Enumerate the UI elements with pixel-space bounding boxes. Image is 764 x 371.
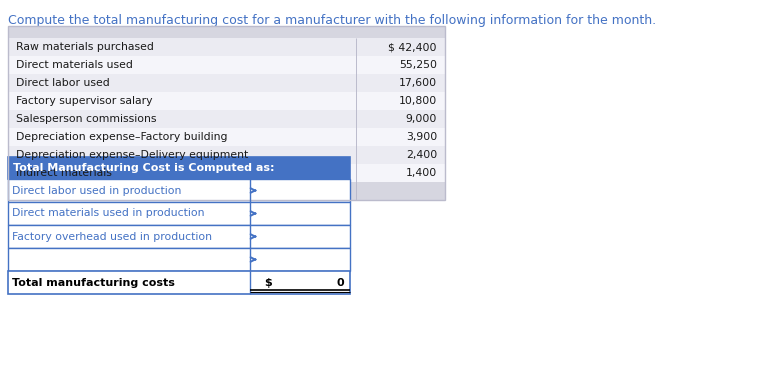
Text: Factory supervisor salary: Factory supervisor salary (16, 96, 153, 106)
Text: Compute the total manufacturing cost for a manufacturer with the following infor: Compute the total manufacturing cost for… (8, 14, 656, 27)
Bar (8, 26, 445, 38)
Text: 3,900: 3,900 (406, 132, 437, 142)
Bar (8, 74, 445, 92)
Text: Total manufacturing costs: Total manufacturing costs (12, 278, 175, 288)
Bar (8, 128, 445, 146)
Bar (8, 110, 445, 128)
Text: 10,800: 10,800 (399, 96, 437, 106)
Bar (8, 182, 445, 200)
Bar (8, 56, 445, 74)
Text: Direct labor used: Direct labor used (16, 78, 110, 88)
Text: $: $ (264, 278, 272, 288)
Bar (8, 271, 350, 294)
Bar (8, 179, 350, 202)
Text: 17,600: 17,600 (399, 78, 437, 88)
Text: 1,400: 1,400 (406, 168, 437, 178)
Text: Direct materials used: Direct materials used (16, 60, 133, 70)
Bar (8, 26, 445, 200)
Bar (8, 164, 445, 182)
Text: 0: 0 (336, 278, 344, 288)
Bar (8, 202, 350, 225)
Text: Total Manufacturing Cost is Computed as:: Total Manufacturing Cost is Computed as: (13, 163, 274, 173)
Bar (8, 157, 350, 179)
Text: Salesperson commissions: Salesperson commissions (16, 114, 157, 124)
Text: Depreciation expense–Delivery equipment: Depreciation expense–Delivery equipment (16, 150, 248, 160)
Text: Depreciation expense–Factory building: Depreciation expense–Factory building (16, 132, 228, 142)
Text: Raw materials purchased: Raw materials purchased (16, 42, 154, 52)
Text: $ 42,400: $ 42,400 (389, 42, 437, 52)
Bar (8, 38, 445, 56)
Bar (8, 146, 445, 164)
Text: 2,400: 2,400 (406, 150, 437, 160)
Text: Indirect materials: Indirect materials (16, 168, 112, 178)
Text: 9,000: 9,000 (406, 114, 437, 124)
Text: Direct labor used in production: Direct labor used in production (12, 186, 181, 196)
Bar (8, 248, 350, 271)
Text: Direct materials used in production: Direct materials used in production (12, 209, 205, 219)
Text: Factory overhead used in production: Factory overhead used in production (12, 232, 212, 242)
Text: 55,250: 55,250 (399, 60, 437, 70)
Bar (8, 225, 350, 248)
Bar (8, 92, 445, 110)
